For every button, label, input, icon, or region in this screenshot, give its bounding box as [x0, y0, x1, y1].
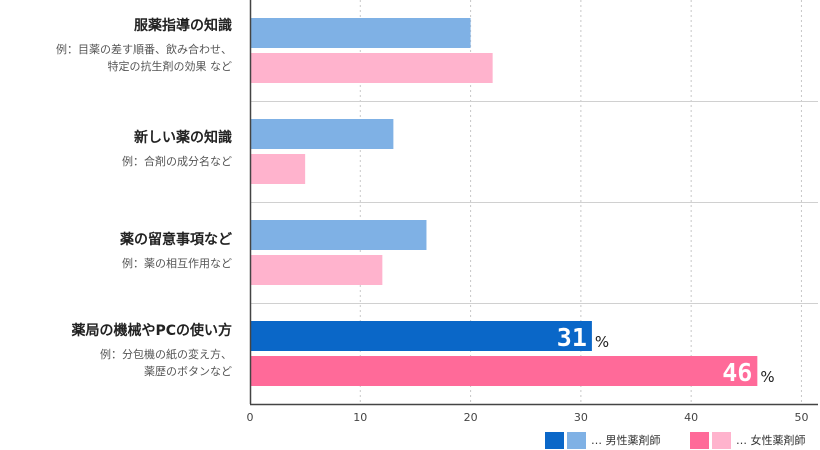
category-label-1: 服薬指導の知識例：目薬の差す順番、飲み合わせ、 特定の抗生剤の効果 など — [56, 17, 232, 75]
category-subtitle: 例：薬の相互作用など — [122, 257, 232, 270]
bar-male-3 — [250, 220, 427, 250]
category-title: 服薬指導の知識 — [134, 18, 232, 34]
x-tick-label: 20 — [464, 411, 478, 424]
legend-female-label: … 女性薬剤師 — [736, 434, 806, 447]
x-tick-label: 10 — [353, 411, 367, 424]
bar-male-1 — [250, 18, 471, 48]
x-tick-label: 40 — [684, 411, 698, 424]
legend-male-dark-swatch — [545, 431, 564, 449]
category-subtitle: 例：分包機の紙の変え方、 薬歴のボタンなど — [100, 348, 232, 378]
bar-male-4 — [250, 321, 592, 351]
data-label-unit: % — [595, 333, 609, 351]
legend-female-dark-swatch — [690, 431, 709, 449]
x-tick-label: 30 — [574, 411, 588, 424]
category-label-4: 薬局の機械やPCの使い方例：分包機の紙の変え方、 薬歴のボタンなど — [71, 322, 232, 380]
category-title: 新しい薬の知識 — [134, 130, 232, 146]
data-labels: 31 % 46% — [557, 323, 775, 387]
x-tick-label: 50 — [794, 411, 808, 424]
bar-female-4 — [250, 356, 758, 386]
x-tick-label: 0 — [247, 411, 254, 424]
category-label-2: 新しい薬の知識例：合剤の成分名など — [122, 129, 232, 170]
x-axis: 0 10 20 30 40 50 — [247, 0, 818, 424]
data-label-female: 46 — [722, 358, 752, 387]
legend-male: … 男性薬剤師 — [545, 431, 661, 449]
bar-female-3 — [250, 255, 383, 285]
data-label-unit: % — [760, 368, 774, 386]
bar-male-2 — [250, 119, 394, 149]
bar-female-1 — [250, 53, 493, 83]
legend-male-label: … 男性薬剤師 — [591, 434, 661, 447]
category-title: 薬局の機械やPCの使い方 — [71, 323, 232, 339]
category-separators — [250, 101, 818, 304]
legend-female-light-swatch — [712, 431, 731, 449]
category-title: 薬の留意事項など — [120, 232, 232, 248]
category-label-3: 薬の留意事項など 例：薬の相互作用など — [120, 231, 232, 272]
data-label-male: 31 — [557, 323, 587, 352]
legend-male-light-swatch — [567, 431, 586, 449]
category-subtitle: 例：合剤の成分名など — [122, 155, 232, 168]
legend-female: … 女性薬剤師 — [690, 431, 806, 449]
bars — [250, 18, 758, 386]
bar-female-2 — [250, 154, 306, 184]
category-subtitle: 例：目薬の差す順番、飲み合わせ、 特定の抗生剤の効果 など — [56, 43, 232, 73]
